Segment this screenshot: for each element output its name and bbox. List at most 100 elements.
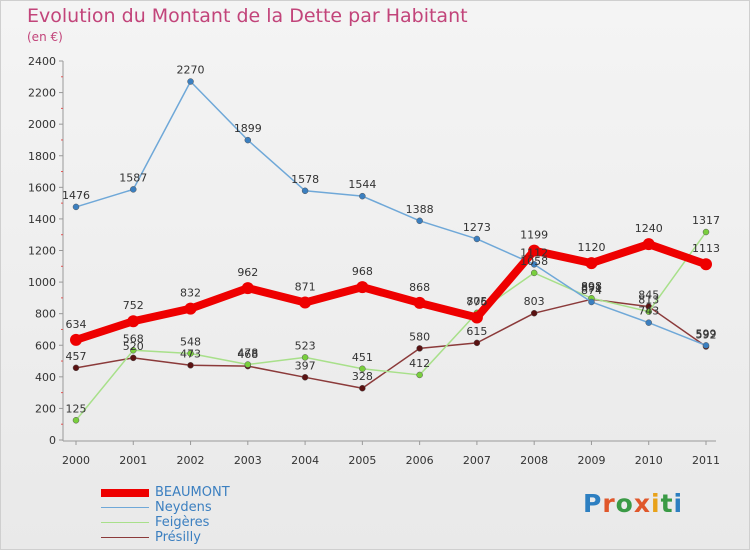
- y-tick-label: 2400: [28, 55, 56, 68]
- data-label-presilly: 803: [524, 295, 545, 308]
- data-point-feigeres: [530, 269, 538, 277]
- data-label-neydens: 1587: [119, 171, 147, 184]
- data-point-neydens: [530, 261, 538, 268]
- data-label-presilly: 397: [295, 359, 316, 372]
- data-point-beaumont: [642, 238, 655, 251]
- y-tick-label: 2000: [28, 118, 56, 131]
- data-point-feigeres: [702, 228, 710, 236]
- data-point-presilly: [359, 384, 366, 392]
- data-label-neydens: 743: [638, 305, 659, 318]
- data-point-beaumont: [470, 311, 483, 324]
- data-label-beaumont: 752: [123, 299, 144, 312]
- data-point-neydens: [187, 78, 194, 85]
- data-point-beaumont: [585, 257, 598, 270]
- legend-item: BEAUMONT: [101, 485, 230, 500]
- x-tick-label: 2010: [635, 454, 663, 467]
- proxiti-logo: Proxiti: [583, 489, 684, 518]
- data-label-presilly: 891: [581, 281, 602, 294]
- data-label-neydens: 1112: [520, 246, 548, 259]
- data-label-presilly: 615: [466, 325, 487, 338]
- y-tick-label: 2200: [28, 87, 56, 100]
- data-point-presilly: [530, 309, 538, 317]
- data-point-feigeres: [416, 371, 423, 379]
- data-label-feigeres: 898: [581, 280, 602, 293]
- series-line-beaumont: [72, 240, 710, 344]
- y-tick-label: 400: [35, 371, 56, 384]
- data-point-neydens: [301, 187, 309, 195]
- data-point-presilly: [187, 362, 194, 369]
- data-point-neydens: [416, 217, 423, 225]
- data-label-feigeres: 813: [638, 294, 659, 307]
- data-label-presilly: 845: [638, 289, 659, 302]
- data-label-feigeres: 451: [352, 351, 373, 364]
- data-label-presilly: 328: [352, 370, 373, 383]
- data-point-feigeres: [72, 417, 80, 424]
- data-label-beaumont: 1120: [577, 241, 605, 254]
- y-tick-label: 1000: [28, 276, 56, 289]
- legend-label: BEAUMONT: [155, 485, 230, 500]
- data-label-feigeres: 412: [409, 357, 430, 370]
- x-tick-label: 2009: [577, 454, 605, 467]
- data-label-presilly: 592: [696, 329, 717, 342]
- data-label-feigeres: 523: [295, 339, 316, 352]
- x-tick-label: 2000: [62, 454, 90, 467]
- data-point-neydens: [588, 298, 595, 306]
- legend-item: Feigères: [101, 515, 230, 530]
- chart-title: Evolution du Montant de la Dette par Hab…: [27, 5, 468, 27]
- x-tick-label: 2003: [234, 454, 262, 467]
- y-tick-label: 1400: [28, 213, 56, 226]
- series-line-neydens: [75, 80, 707, 347]
- x-tick-label: 2008: [520, 454, 548, 467]
- data-point-feigeres: [130, 347, 137, 354]
- data-label-beaumont: 962: [237, 266, 258, 279]
- data-label-neydens: 1544: [348, 178, 376, 191]
- y-tick-label: 0: [49, 434, 56, 447]
- x-tick-label: 2001: [119, 454, 147, 467]
- legend-swatch: [101, 506, 149, 509]
- legend-swatch: [101, 536, 149, 539]
- y-tick-label: 1200: [28, 245, 56, 258]
- data-point-beaumont: [127, 315, 140, 328]
- y-tick-label: 600: [35, 339, 56, 352]
- data-point-beaumont: [356, 281, 369, 294]
- data-label-beaumont: 871: [295, 280, 316, 293]
- data-point-presilly: [301, 374, 309, 381]
- data-label-feigeres: 568: [123, 332, 144, 345]
- data-point-feigeres: [244, 361, 252, 368]
- data-label-beaumont: 832: [180, 287, 201, 300]
- data-label-presilly: 520: [123, 340, 144, 353]
- data-label-presilly: 457: [66, 350, 87, 363]
- data-point-beaumont: [700, 258, 712, 271]
- data-point-presilly: [72, 364, 80, 372]
- data-label-feigeres: 478: [237, 347, 258, 360]
- x-tick-label: 2011: [692, 454, 720, 467]
- data-point-neydens: [645, 319, 652, 326]
- data-point-neydens: [702, 342, 710, 349]
- data-point-neydens: [244, 136, 252, 144]
- data-label-neydens: 874: [581, 284, 602, 297]
- data-point-beaumont: [241, 282, 254, 295]
- data-label-feigeres: 548: [180, 335, 201, 348]
- data-label-neydens: 2270: [177, 64, 205, 77]
- x-tick-label: 2004: [291, 454, 319, 467]
- y-tick-label: 1800: [28, 150, 56, 163]
- data-label-feigeres: 805: [466, 295, 487, 308]
- data-point-beaumont: [70, 333, 82, 346]
- data-label-neydens: 1388: [406, 203, 434, 216]
- data-label-feigeres: 1058: [520, 255, 548, 268]
- legend-item: Présilly: [101, 530, 230, 545]
- data-label-beaumont: 868: [409, 281, 430, 294]
- data-label-beaumont: 776: [466, 295, 487, 308]
- legend-swatch: [101, 488, 149, 497]
- data-point-feigeres: [359, 365, 366, 373]
- x-tick-label: 2006: [406, 454, 434, 467]
- data-label-neydens: 1578: [291, 173, 319, 186]
- data-label-presilly: 468: [237, 348, 258, 361]
- legend-item: Neydens: [101, 500, 230, 515]
- data-label-neydens: 1476: [62, 189, 90, 202]
- data-point-presilly: [473, 339, 481, 347]
- data-point-beaumont: [299, 296, 312, 309]
- data-label-beaumont: 1113: [692, 242, 720, 255]
